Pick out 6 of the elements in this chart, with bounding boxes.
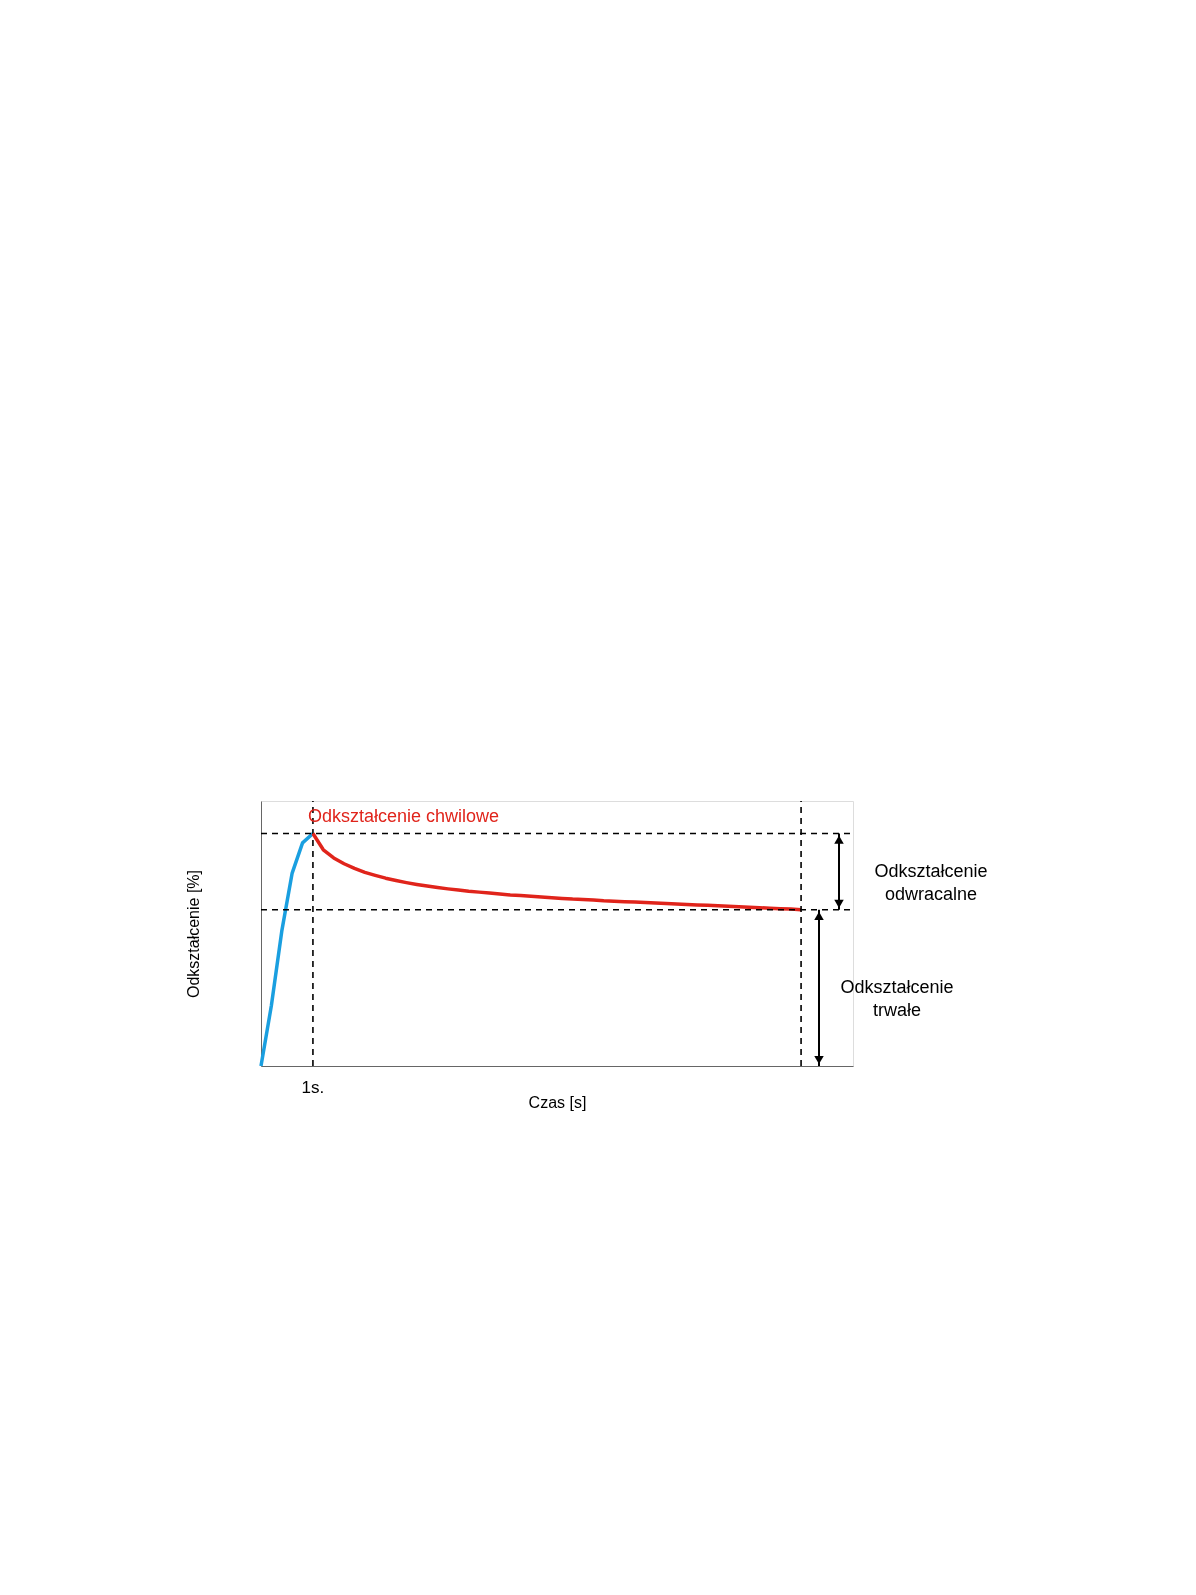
- annotation: Odkształcenie trwałe: [840, 976, 954, 1020]
- x-axis-title: Czas [s]: [528, 1093, 587, 1111]
- text: Odkształcenie chwilowe: [307, 805, 500, 826]
- text: 1s.: [301, 1078, 325, 1097]
- text: Odkształcenie odwracalne: [874, 860, 988, 904]
- y-axis-title: Odkształcenie [%]: [184, 869, 202, 999]
